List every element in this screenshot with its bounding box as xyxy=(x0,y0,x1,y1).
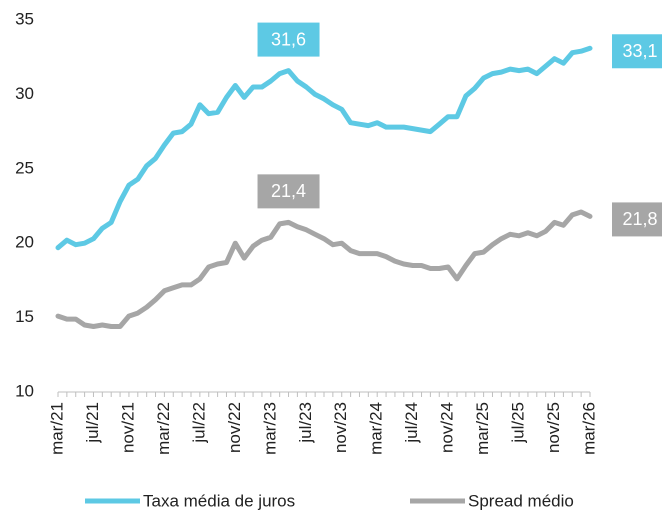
y-tick-label: 10 xyxy=(15,381,34,400)
data-label: 21,8 xyxy=(612,202,662,237)
data-label: 31,6 xyxy=(257,22,320,57)
data-label-text: 33,1 xyxy=(622,41,657,61)
series-line xyxy=(55,209,593,329)
x-tick-label: jul/24 xyxy=(402,402,421,444)
y-tick-label: 20 xyxy=(15,233,34,252)
legend-label: Spread médio xyxy=(468,491,574,510)
data-label-box xyxy=(612,202,662,237)
x-tick-label: mar/21 xyxy=(47,402,66,455)
x-tick-label: mar/26 xyxy=(579,402,598,455)
y-tick-label: 15 xyxy=(15,307,34,326)
x-tick-label: mar/23 xyxy=(260,402,279,455)
data-label-text: 21,4 xyxy=(271,181,306,201)
x-tick-label: mar/22 xyxy=(154,402,173,455)
data-label-box xyxy=(257,174,320,209)
series-line xyxy=(55,45,593,251)
legend-label: Taxa média de juros xyxy=(143,491,295,510)
x-tick-label: jul/22 xyxy=(189,402,208,444)
x-tick-label: nov/23 xyxy=(331,402,350,453)
data-label-box xyxy=(612,34,662,69)
x-tick-label: jul/25 xyxy=(509,402,528,444)
x-tick-label: jul/21 xyxy=(83,402,102,444)
data-label-text: 31,6 xyxy=(271,29,306,49)
y-tick-label: 25 xyxy=(15,158,34,177)
x-tick-label: nov/22 xyxy=(225,402,244,453)
data-label: 21,4 xyxy=(257,174,320,209)
data-label: 33,1 xyxy=(612,34,662,69)
x-tick-label: nov/24 xyxy=(438,402,457,453)
y-tick-label: 30 xyxy=(15,84,34,103)
data-label-box xyxy=(257,22,320,57)
x-tick-label: nov/25 xyxy=(544,402,563,453)
y-tick-label: 35 xyxy=(15,9,34,28)
x-tick-label: mar/25 xyxy=(473,402,492,455)
x-tick-label: nov/21 xyxy=(118,402,137,453)
x-tick-label: mar/24 xyxy=(367,402,386,455)
data-label-text: 21,8 xyxy=(622,209,657,229)
x-tick-label: jul/23 xyxy=(296,402,315,444)
